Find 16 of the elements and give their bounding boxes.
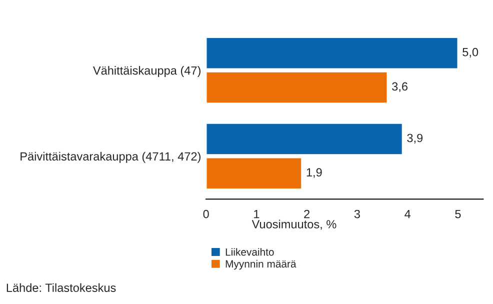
y-tick-label: Vähittäiskauppa (47) bbox=[92, 66, 200, 78]
x-tick-label: 3 bbox=[354, 210, 360, 218]
data-label: 3,6 bbox=[392, 82, 408, 92]
x-tick-label: 5 bbox=[455, 210, 461, 218]
legend-label: Myynnin määrä bbox=[226, 260, 296, 270]
x-axis-title: Vuosimuutos, % bbox=[252, 220, 336, 230]
x-tick-label: 1 bbox=[254, 210, 260, 218]
x-tick-label: 4 bbox=[404, 210, 411, 218]
y-tick-label: Päivittäistavarakauppa (4711, 472) bbox=[20, 152, 200, 163]
x-tick-label: 2 bbox=[304, 210, 310, 218]
x-tick-label: 0 bbox=[203, 210, 209, 218]
data-label: 3,9 bbox=[407, 134, 423, 144]
data-label: 1,9 bbox=[306, 168, 322, 178]
data-label: 5,0 bbox=[462, 48, 478, 58]
text: Lähde: Tilastokeskus bbox=[6, 283, 116, 292]
legend-label: Liikevaihto bbox=[226, 248, 274, 256]
